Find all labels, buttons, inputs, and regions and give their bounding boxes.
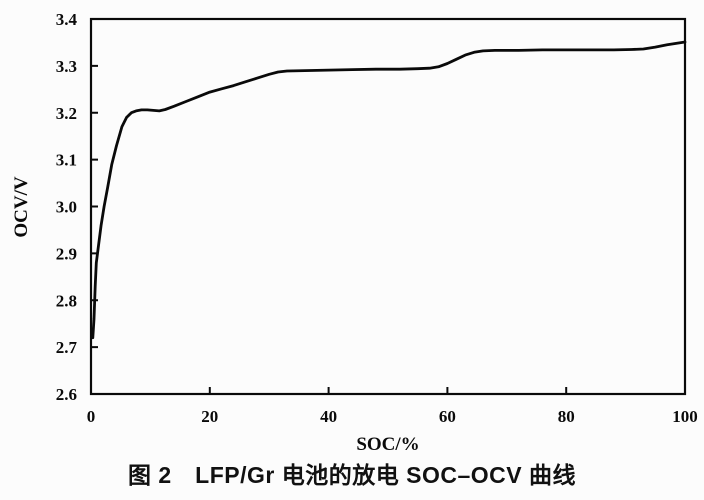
axes-frame [89, 17, 687, 396]
ocv-curve [91, 40, 687, 340]
axis-ticks: 2.6 2.7 2.8 2.9 3.0 3.1 3.2 3.3 3.4 0 20 40 60 80 100 [56, 10, 698, 426]
soc-ocv-chart: 2.62.72.82.93.03.13.23.33.40 20 40 60 80 100 … [11, 10, 698, 452]
x-tick-label: 20 [201, 407, 218, 426]
y-axis-label: OCV/V [11, 176, 32, 238]
y-tick-label: 3.0 [56, 198, 77, 217]
x-tick-label: 80 [558, 407, 575, 426]
x-tick-label: 100 [672, 407, 698, 426]
y-tick-label: 3.4 [56, 10, 78, 29]
y-tick-label: 3.3 [56, 57, 77, 76]
x-tick-label: 60 [439, 407, 456, 426]
x-axis-label: SOC/% [356, 434, 419, 452]
plot-border [89, 17, 687, 396]
figure-caption: 图 2 LFP/Gr 电池的放电 SOC–OCV 曲线 [128, 462, 576, 488]
y-tick-label: 2.7 [56, 338, 78, 357]
y-tick-label: 3.1 [56, 151, 77, 170]
y-tick-label: 3.2 [56, 104, 77, 123]
x-tick-label: 40 [320, 407, 337, 426]
x-tick-label: 0 [87, 407, 96, 426]
y-tick-label: 2.6 [56, 385, 77, 404]
y-tick-label: 2.9 [56, 244, 77, 263]
y-tick-label: 2.8 [56, 291, 77, 310]
